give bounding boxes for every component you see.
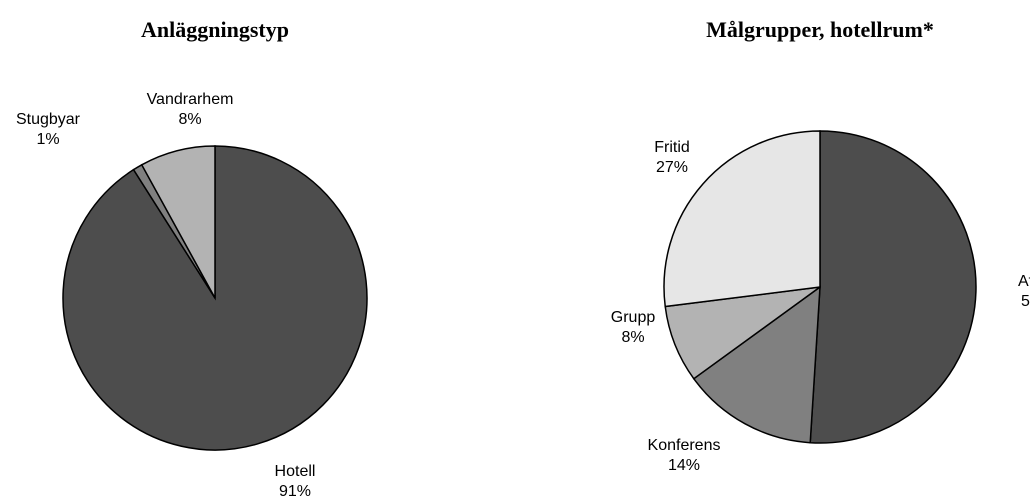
slice-label: Konferens [648, 437, 721, 454]
slice-value-label: 27% [656, 159, 688, 176]
slice-label: Fritid [654, 139, 690, 156]
chart-title: Målgrupper, hotellrum* [706, 17, 934, 42]
slice-value-label: 14% [668, 457, 700, 474]
slice-label: Hotell [275, 463, 316, 480]
slice-label: Grupp [611, 309, 656, 326]
slice-value-label: 8% [178, 111, 201, 128]
slice-label: Vandrarhem [147, 91, 234, 108]
pie-slice [692, 285, 821, 444]
slice-value-label: 51% [1021, 293, 1030, 310]
pie-slice [663, 130, 821, 308]
slice-label: Stugbyar [16, 111, 81, 128]
pie-slice [809, 130, 977, 444]
chart-title: Anläggningstyp [141, 17, 289, 42]
slice-value-label: 8% [621, 329, 644, 346]
slice-value-label: 1% [36, 131, 59, 148]
slice-value-label: 91% [279, 483, 311, 500]
slice-label: Affärer [1018, 273, 1030, 290]
pie-slice [140, 145, 216, 299]
